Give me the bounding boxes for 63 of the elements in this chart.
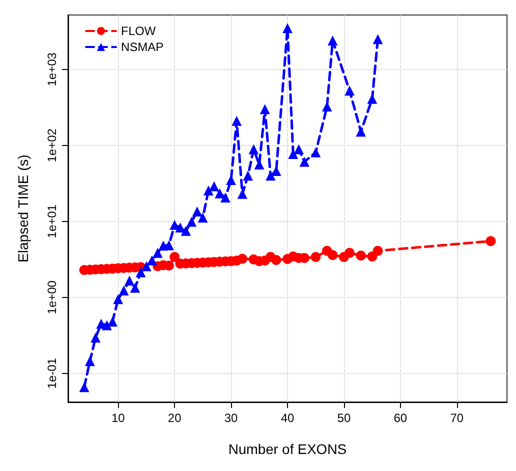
legend-label: FLOW xyxy=(121,24,156,38)
y-tick-label: 1e+00 xyxy=(45,280,59,314)
x-tick-label: 30 xyxy=(224,411,238,425)
point xyxy=(266,170,276,181)
point xyxy=(310,252,321,262)
y-tick-label: 1e+03 xyxy=(45,52,59,86)
x-axis-title: Number of EXONS xyxy=(228,441,347,457)
point xyxy=(237,188,248,199)
point xyxy=(136,267,146,278)
point xyxy=(141,261,152,272)
point xyxy=(237,254,248,264)
point xyxy=(152,248,163,258)
y-tick-label: 1e-01 xyxy=(45,358,59,389)
x-tick-label: 60 xyxy=(394,411,408,425)
point xyxy=(271,255,282,266)
x-tick-label: 70 xyxy=(450,411,464,425)
point xyxy=(282,23,292,34)
point xyxy=(84,356,95,366)
point xyxy=(186,216,197,227)
point xyxy=(124,276,134,286)
point xyxy=(294,144,304,154)
point xyxy=(192,206,202,216)
legend-label: NSMAP xyxy=(121,40,164,54)
point xyxy=(118,286,129,296)
point xyxy=(90,332,101,343)
y-tick-label: 1e+01 xyxy=(45,204,59,238)
point xyxy=(299,156,310,167)
point xyxy=(147,255,158,266)
y-axis-title: Elapsed TIME (s) xyxy=(15,154,31,262)
point xyxy=(203,185,214,196)
point xyxy=(310,147,321,158)
point xyxy=(356,126,366,137)
point xyxy=(198,212,208,223)
point xyxy=(486,236,496,246)
point xyxy=(130,282,140,293)
x-tick-label: 40 xyxy=(280,411,294,425)
point xyxy=(367,252,378,262)
point xyxy=(180,226,191,236)
point xyxy=(344,86,355,96)
point xyxy=(248,144,259,154)
point xyxy=(170,252,180,262)
point xyxy=(344,248,355,258)
point xyxy=(372,34,383,44)
point xyxy=(322,102,332,112)
point xyxy=(79,382,90,392)
point xyxy=(328,250,338,260)
point xyxy=(113,294,124,304)
point xyxy=(271,166,282,176)
point xyxy=(220,192,230,203)
y-tick-label: 1e+02 xyxy=(45,128,59,162)
point xyxy=(232,116,242,126)
x-tick-label: 20 xyxy=(168,411,182,425)
point xyxy=(209,181,220,192)
point xyxy=(328,36,338,46)
point xyxy=(356,250,366,261)
point xyxy=(372,246,383,256)
point xyxy=(226,175,236,186)
point xyxy=(367,94,378,104)
x-tick-label: 10 xyxy=(111,411,126,425)
point xyxy=(260,104,270,114)
point xyxy=(242,170,253,181)
x-tick-label: 50 xyxy=(337,411,351,425)
point xyxy=(288,149,298,160)
